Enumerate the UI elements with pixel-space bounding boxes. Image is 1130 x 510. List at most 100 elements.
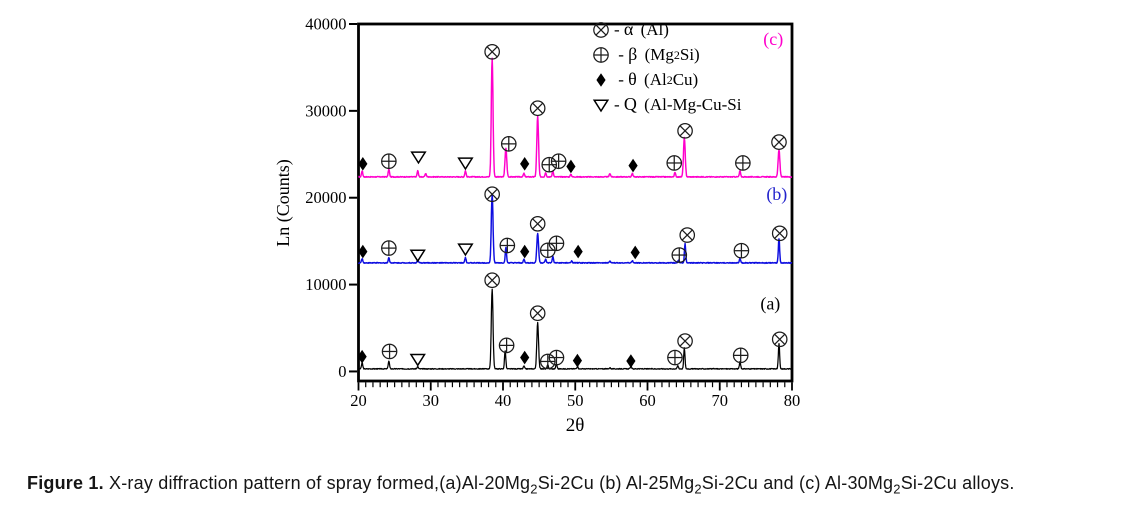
legend: - α (Al) - β (Mg 2 Si) - θ (Al 2 Cu) - Q (Al-…: [591, 17, 741, 117]
triangle-down-legend-icon: [592, 98, 610, 112]
alpha-marker-icon: [771, 331, 788, 348]
circle-x-legend-icon: [593, 21, 609, 38]
alpha-marker-icon: [529, 305, 546, 322]
alpha-marker-icon: [484, 186, 500, 203]
beta-marker-icon: [550, 153, 567, 170]
q-marker-icon: [409, 353, 426, 367]
caption-text: 2: [530, 481, 538, 497]
beta-marker-icon: [500, 136, 517, 152]
alpha-marker-icon: [679, 227, 696, 243]
plot-frame: [357, 22, 794, 383]
caption-text: Si-2Cu alloys.: [900, 473, 1015, 493]
caption-text: X-ray diffraction pattern of spray forme…: [103, 473, 531, 493]
alpha-marker-icon: [484, 272, 500, 289]
legend-row: - β (Mg 2 Si): [591, 42, 741, 67]
theta-marker-icon: [520, 350, 530, 365]
alpha-marker-icon: [677, 333, 693, 349]
beta-marker-icon: [541, 156, 558, 173]
alpha-marker-icon: [771, 225, 788, 242]
caption-text: Si-2Cu (b) Al-25Mg: [537, 473, 695, 493]
series-c-curve: [358, 57, 793, 179]
x-tick-label: 20: [350, 391, 367, 410]
y-tick-label: 0: [338, 362, 346, 381]
y-axis-title: Ln (Counts): [273, 159, 294, 247]
theta-marker-icon: [628, 158, 638, 173]
alpha-marker-icon: [484, 43, 500, 60]
x-tick-label: 50: [567, 391, 584, 410]
beta-marker-icon: [498, 337, 515, 354]
beta-marker-icon: [593, 46, 609, 63]
series-label-a: (a): [760, 294, 780, 315]
legend-formula-text: Si): [679, 44, 700, 64]
theta-marker-icon: [520, 157, 530, 171]
xrd-chart: 20 30 40 50 60 70 80 0 10000 20000 30000 40000 (a) (b…: [273, 15, 801, 437]
legend-separator: -: [614, 19, 624, 39]
caption-figure-number: Figure 1.: [27, 473, 104, 493]
beta-marker-icon: [548, 235, 565, 252]
caption-text: 2: [893, 481, 901, 497]
beta-marker-icon: [381, 240, 397, 256]
caption-text: Si-2Cu and (c) Al-30Mg: [701, 473, 894, 493]
beta-marker-icon: [381, 343, 398, 360]
legend-phase-label: β: [628, 44, 638, 64]
legend-separator: -: [614, 94, 624, 114]
legend-formula-text: (Al-Mg-Cu-Si: [639, 94, 742, 114]
alpha-marker-icon: [771, 134, 787, 150]
x-tick-label: 40: [495, 391, 512, 410]
legend-row: - α (Al): [591, 17, 741, 42]
theta-marker-icon: [358, 244, 368, 259]
beta-marker-icon: [671, 247, 688, 263]
beta-marker-icon: [539, 353, 556, 370]
legend-phase-label: α: [623, 19, 634, 39]
theta-marker-icon: [358, 157, 368, 171]
caption-text: 2: [694, 481, 702, 497]
x-tick-label: 60: [639, 391, 656, 410]
y-tick-label: 30000: [305, 101, 346, 120]
beta-marker-icon: [735, 155, 751, 171]
beta-marker-icon: [667, 349, 683, 366]
legend-separator: -: [614, 44, 629, 64]
q-marker-icon: [592, 98, 610, 112]
theta-marker-icon: [566, 159, 576, 174]
beta-marker-icon: [732, 347, 749, 364]
theta-marker-icon: [626, 354, 636, 368]
legend-formula-text: (Mg: [640, 44, 674, 64]
legend-formula-text: (Al): [636, 19, 669, 39]
y-tick-label: 10000: [305, 275, 346, 294]
beta-marker-icon: [666, 155, 683, 171]
series-label-c: (c): [763, 29, 783, 50]
theta-marker-icon: [596, 72, 606, 87]
figure-caption: Figure 1. X-ray diffraction pattern of s…: [27, 473, 1123, 497]
diamond-legend-icon: [596, 72, 606, 87]
q-marker-icon: [409, 249, 426, 263]
theta-marker-icon: [357, 349, 367, 364]
x-tick-label: 30: [423, 391, 440, 410]
theta-marker-icon: [520, 244, 530, 259]
x-tick-label: 70: [712, 391, 729, 410]
legend-formula-text: Cu): [672, 69, 699, 89]
q-marker-icon: [457, 157, 474, 171]
x-axis-title: 2θ: [566, 415, 585, 436]
legend-row: - θ (Al 2 Cu): [591, 67, 741, 92]
series-label-b: (b): [766, 184, 787, 205]
q-marker-icon: [457, 243, 474, 257]
theta-marker-icon: [630, 245, 640, 260]
alpha-marker-icon: [593, 21, 609, 38]
legend-separator: -: [614, 69, 629, 89]
series-a-curve: [358, 288, 793, 370]
x-tick-label: 80: [784, 391, 801, 410]
legend-phase-label: Q: [623, 94, 637, 114]
theta-marker-icon: [573, 244, 583, 259]
alpha-marker-icon: [677, 123, 693, 139]
q-marker-icon: [410, 151, 427, 165]
alpha-marker-icon: [529, 215, 546, 232]
series-b-curve: [357, 193, 793, 265]
beta-marker-icon: [733, 242, 750, 259]
beta-marker-icon: [499, 237, 516, 254]
legend-formula-text: (Al: [639, 69, 667, 89]
y-tick-label: 40000: [305, 15, 346, 34]
y-tick-label: 20000: [305, 188, 346, 207]
alpha-marker-icon: [529, 100, 546, 117]
legend-row: - Q (Al-Mg-Cu-Si: [591, 92, 741, 117]
